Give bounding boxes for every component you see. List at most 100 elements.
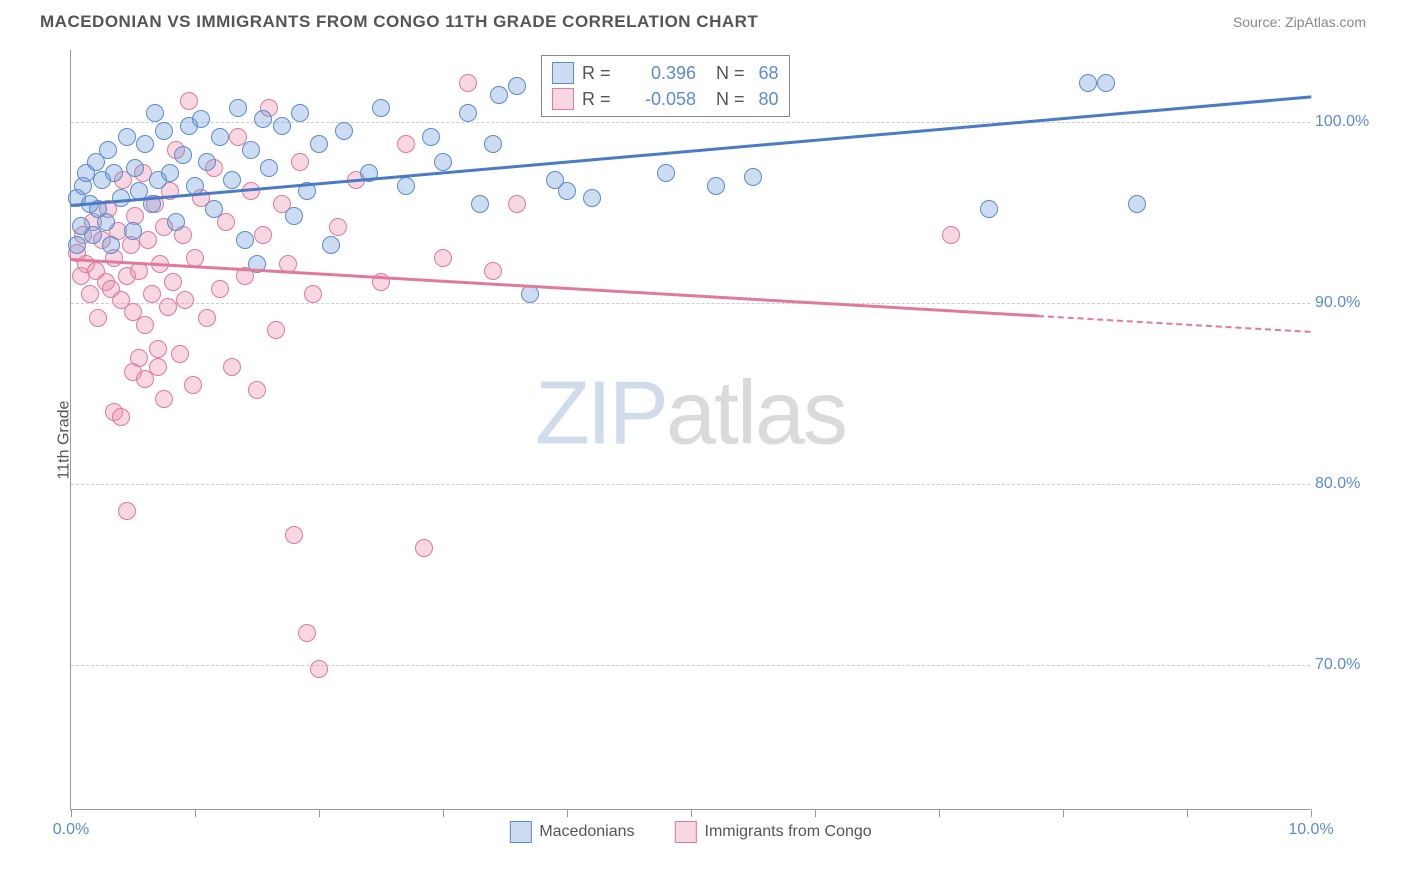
legend-swatch-pink	[675, 821, 697, 843]
n-label: N =	[716, 63, 745, 84]
scatter-point-pink	[130, 349, 148, 367]
scatter-point-blue	[508, 77, 526, 95]
y-tick-label: 100.0%	[1315, 113, 1370, 131]
scatter-point-blue	[146, 104, 164, 122]
scatter-point-pink	[136, 316, 154, 334]
scatter-point-blue	[558, 182, 576, 200]
scatter-point-blue	[167, 213, 185, 231]
scatter-point-blue	[285, 207, 303, 225]
scatter-point-blue	[322, 236, 340, 254]
watermark-zip: ZIP	[535, 364, 666, 464]
grid-line	[71, 303, 1310, 304]
scatter-point-pink	[159, 298, 177, 316]
scatter-point-blue	[68, 236, 86, 254]
x-tick	[1187, 809, 1188, 817]
legend-swatch-blue	[509, 821, 531, 843]
scatter-point-blue	[99, 141, 117, 159]
scatter-point-blue	[136, 135, 154, 153]
x-tick	[319, 809, 320, 817]
scatter-point-pink	[184, 376, 202, 394]
scatter-point-pink	[267, 321, 285, 339]
x-tick	[71, 809, 72, 817]
scatter-point-pink	[459, 74, 477, 92]
scatter-point-blue	[124, 222, 142, 240]
scatter-point-blue	[118, 128, 136, 146]
scatter-point-pink	[143, 285, 161, 303]
y-tick-label: 70.0%	[1315, 656, 1370, 674]
scatter-point-blue	[707, 177, 725, 195]
scatter-point-blue	[744, 168, 762, 186]
scatter-point-blue	[583, 189, 601, 207]
scatter-point-blue	[205, 200, 223, 218]
scatter-point-blue	[434, 153, 452, 171]
correlation-stats-box: R = 0.396 N = 68 R = -0.058 N = 80	[541, 55, 790, 117]
x-tick	[195, 809, 196, 817]
scatter-point-pink	[484, 262, 502, 280]
x-tick	[815, 809, 816, 817]
scatter-point-pink	[298, 624, 316, 642]
scatter-point-blue	[291, 104, 309, 122]
scatter-point-pink	[149, 358, 167, 376]
y-tick-label: 90.0%	[1315, 294, 1370, 312]
scatter-point-blue	[236, 231, 254, 249]
grid-line	[71, 484, 1310, 485]
scatter-point-pink	[310, 660, 328, 678]
scatter-point-blue	[1128, 195, 1146, 213]
swatch-blue	[552, 62, 574, 84]
scatter-point-blue	[126, 159, 144, 177]
scatter-point-blue	[471, 195, 489, 213]
scatter-point-pink	[176, 291, 194, 309]
scatter-point-blue	[484, 135, 502, 153]
scatter-point-pink	[198, 309, 216, 327]
scatter-point-blue	[102, 236, 120, 254]
scatter-point-pink	[942, 226, 960, 244]
r-label: R =	[582, 63, 616, 84]
scatter-point-blue	[521, 285, 539, 303]
scatter-point-blue	[105, 164, 123, 182]
source-attribution: Source: ZipAtlas.com	[1233, 14, 1366, 30]
scatter-point-pink	[291, 153, 309, 171]
scatter-point-blue	[422, 128, 440, 146]
scatter-point-pink	[81, 285, 99, 303]
scatter-point-pink	[285, 526, 303, 544]
scatter-point-blue	[980, 200, 998, 218]
scatter-point-pink	[171, 345, 189, 363]
scatter-point-pink	[254, 226, 272, 244]
scatter-point-pink	[434, 249, 452, 267]
scatter-point-blue	[310, 135, 328, 153]
x-tick-label: 0.0%	[53, 821, 89, 839]
watermark-atlas: atlas	[666, 364, 846, 464]
scatter-point-pink	[112, 408, 130, 426]
grid-line	[71, 665, 1310, 666]
x-tick	[939, 809, 940, 817]
n-label: N =	[716, 89, 745, 110]
x-tick	[1311, 809, 1312, 817]
scatter-point-blue	[211, 128, 229, 146]
scatter-point-pink	[89, 309, 107, 327]
scatter-point-pink	[304, 285, 322, 303]
scatter-point-pink	[397, 135, 415, 153]
legend-item-pink: Immigrants from Congo	[675, 821, 872, 843]
scatter-point-blue	[335, 122, 353, 140]
scatter-point-blue	[198, 153, 216, 171]
scatter-point-blue	[490, 86, 508, 104]
y-tick-label: 80.0%	[1315, 475, 1370, 493]
scatter-point-blue	[260, 159, 278, 177]
scatter-point-pink	[223, 358, 241, 376]
scatter-point-blue	[192, 110, 210, 128]
scatter-point-pink	[149, 340, 167, 358]
scatter-point-blue	[1097, 74, 1115, 92]
watermark: ZIPatlas	[535, 363, 846, 466]
x-tick-label: 10.0%	[1288, 821, 1333, 839]
r-value-blue: 0.396	[624, 63, 696, 84]
scatter-point-pink	[508, 195, 526, 213]
n-value-pink: 80	[759, 89, 779, 110]
swatch-pink	[552, 88, 574, 110]
chart-title: MACEDONIAN VS IMMIGRANTS FROM CONGO 11TH…	[40, 12, 758, 32]
x-tick	[567, 809, 568, 817]
scatter-point-blue	[174, 146, 192, 164]
legend: Macedonians Immigrants from Congo	[509, 821, 871, 843]
x-tick	[1063, 809, 1064, 817]
scatter-point-blue	[229, 99, 247, 117]
scatter-point-blue	[657, 164, 675, 182]
